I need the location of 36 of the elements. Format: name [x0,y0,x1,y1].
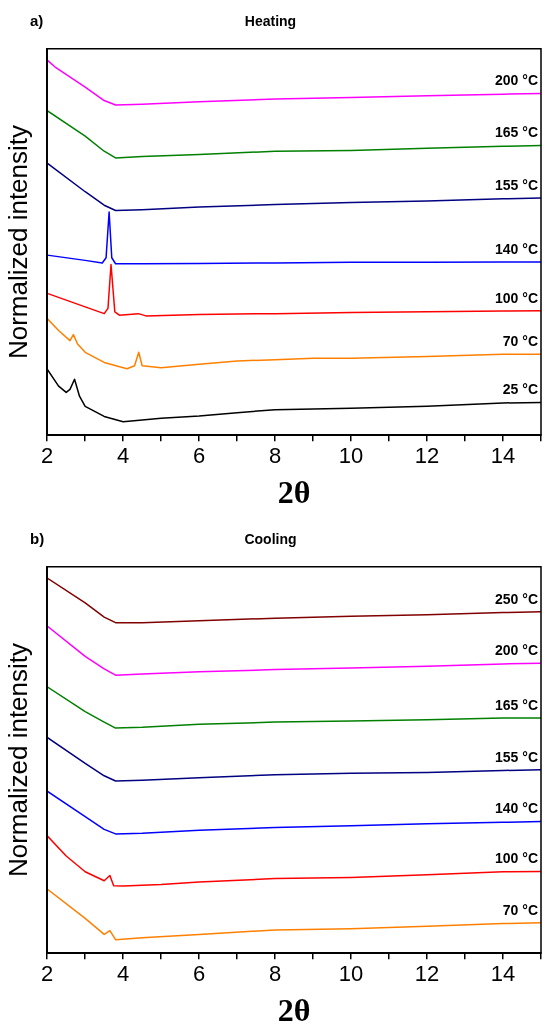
y-axis-title: Normalized intensity [2,642,33,878]
series-label: 100 °C [495,850,538,867]
x-tick-label: 12 [414,961,440,987]
text: a) [30,12,44,30]
text: b) [30,530,45,548]
x-tick-label: 2 [41,961,54,987]
x-tick-label: 6 [193,443,206,469]
series-label: 165 °C [495,124,538,141]
series-label: 155 °C [495,748,538,765]
x-tick-label: 6 [193,961,206,987]
x-tick-label: 4 [117,961,130,987]
chart-title: Heating [244,13,297,30]
x-tick-label: 14 [490,961,516,987]
series-label: 140 °C [495,240,538,257]
series-label: 70 °C [502,901,538,918]
x-tick-label: 8 [268,443,282,469]
series-label: 100 °C [495,289,538,306]
x-tick-label: 4 [117,443,130,469]
series-label: 250 °C [495,590,538,607]
x-tick-label: 12 [414,443,440,469]
series-label: 200 °C [495,72,538,89]
x-tick-label: 14 [490,443,516,469]
x-tick-label: 2 [41,443,54,469]
y-axis-title: Normalized intensity [2,124,33,360]
series-label: 200 °C [495,642,538,659]
series-label: 165 °C [495,696,538,713]
series-label: 25 °C [502,381,538,398]
series-label: 140 °C [495,800,538,817]
series-label: 70 °C [502,333,538,350]
x-tick-label: 8 [268,961,282,987]
x-tick-label: 10 [338,961,364,987]
x-axis-title: 2θ [277,992,311,1029]
chart-title: Cooling [244,531,297,548]
series-label: 155 °C [495,176,538,193]
x-axis-title: 2θ [277,474,311,511]
x-tick-label: 10 [338,443,364,469]
